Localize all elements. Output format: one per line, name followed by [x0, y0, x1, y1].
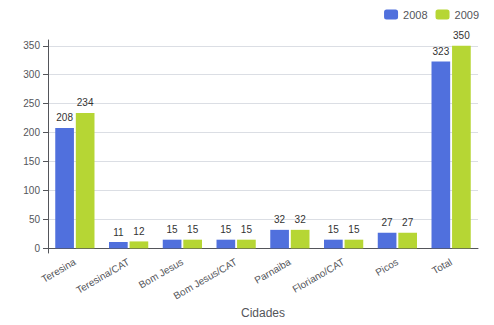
- svg-text:Bom Jesus/CAT: Bom Jesus/CAT: [172, 256, 239, 301]
- svg-text:15: 15: [348, 224, 360, 235]
- svg-text:234: 234: [77, 97, 94, 108]
- svg-text:27: 27: [382, 217, 394, 228]
- svg-text:Parnaiba: Parnaiba: [253, 256, 293, 286]
- svg-text:Cidades: Cidades: [241, 306, 285, 320]
- svg-text:2008: 2008: [403, 9, 427, 21]
- svg-text:100: 100: [23, 185, 40, 196]
- svg-text:150: 150: [23, 156, 40, 167]
- svg-text:200: 200: [23, 127, 40, 138]
- svg-text:Total: Total: [430, 256, 454, 276]
- svg-text:250: 250: [23, 98, 40, 109]
- svg-text:15: 15: [241, 224, 253, 235]
- svg-text:350: 350: [453, 30, 470, 41]
- svg-text:323: 323: [433, 46, 450, 57]
- svg-text:11: 11: [113, 227, 124, 238]
- svg-text:2009: 2009: [455, 9, 479, 21]
- svg-text:32: 32: [274, 214, 286, 225]
- svg-text:50: 50: [29, 214, 41, 225]
- svg-text:Teresina/CAT: Teresina/CAT: [74, 256, 131, 295]
- svg-text:15: 15: [187, 224, 199, 235]
- svg-text:32: 32: [295, 214, 307, 225]
- svg-text:0: 0: [34, 243, 40, 254]
- svg-text:300: 300: [23, 69, 40, 80]
- svg-text:15: 15: [220, 224, 232, 235]
- svg-text:12: 12: [133, 226, 145, 237]
- svg-text:Floriano/CAT: Floriano/CAT: [291, 256, 347, 295]
- svg-text:Picos: Picos: [373, 256, 400, 278]
- svg-text:27: 27: [402, 217, 414, 228]
- svg-text:Bom Jesus: Bom Jesus: [137, 256, 185, 290]
- svg-text:Teresina: Teresina: [39, 256, 78, 285]
- svg-text:350: 350: [23, 40, 40, 51]
- svg-text:208: 208: [56, 112, 73, 123]
- svg-text:15: 15: [167, 224, 179, 235]
- svg-text:15: 15: [328, 224, 340, 235]
